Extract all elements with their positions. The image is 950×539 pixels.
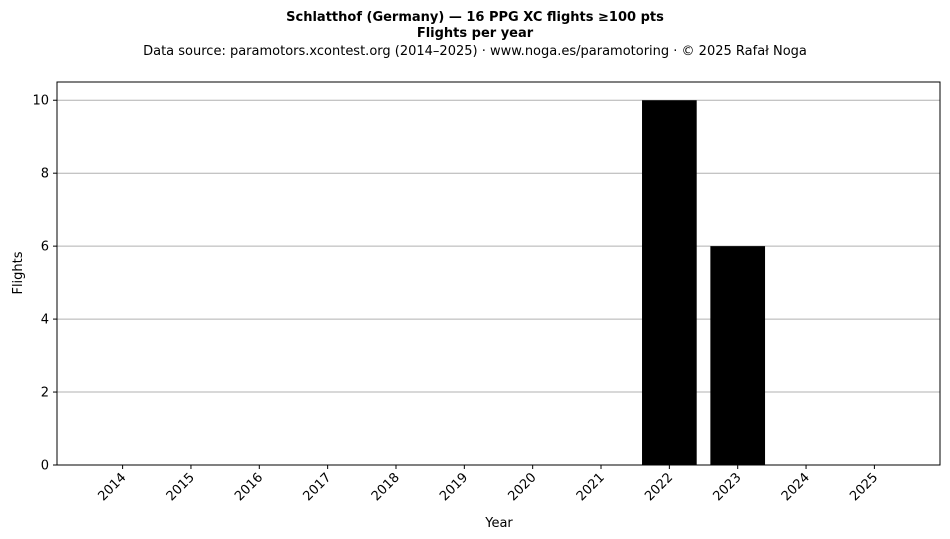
x-tick-label-2022: 2022 bbox=[642, 470, 676, 504]
x-axis-label: Year bbox=[484, 516, 513, 531]
y-tick-label: 8 bbox=[41, 167, 49, 182]
y-axis-label: Flights bbox=[11, 251, 26, 294]
x-tick-label-2016: 2016 bbox=[232, 470, 266, 504]
x-tick-label-2025: 2025 bbox=[847, 470, 881, 504]
y-tick-label: 2 bbox=[41, 386, 49, 401]
y-tick-label: 4 bbox=[41, 313, 49, 328]
x-tick-label-2018: 2018 bbox=[369, 470, 403, 504]
y-tick-label: 0 bbox=[41, 459, 49, 474]
x-tick-label-2015: 2015 bbox=[164, 470, 198, 504]
x-tick-label-2021: 2021 bbox=[574, 470, 608, 504]
bars bbox=[642, 100, 766, 465]
y-tick-label: 10 bbox=[32, 94, 49, 109]
y-tick-label: 6 bbox=[41, 240, 49, 255]
chart-title-2: Flights per year bbox=[417, 26, 534, 41]
x-tick-label-2017: 2017 bbox=[300, 470, 334, 504]
x-tick-label-2014: 2014 bbox=[95, 470, 129, 504]
plot-frame bbox=[56, 81, 941, 466]
bar-2023 bbox=[710, 246, 766, 465]
chart-subtitle: Data source: paramotors.xcontest.org (20… bbox=[143, 44, 807, 59]
bar-2022 bbox=[642, 100, 697, 465]
x-tick-label-2020: 2020 bbox=[505, 470, 539, 504]
x-axis-ticks: 2014 2015 2016 2017 2018 2019 2020 2021 2022 2023… bbox=[95, 465, 881, 504]
y-axis-ticks: 0 2 4 6 8 10 bbox=[32, 94, 57, 474]
x-tick-label-2023: 2023 bbox=[711, 470, 745, 504]
x-tick-label-2024: 2024 bbox=[779, 470, 813, 504]
chart-title: Schlatthof (Germany) — 16 PPG XC flights… bbox=[286, 10, 664, 25]
gridlines bbox=[57, 99, 940, 393]
x-tick-label-2019: 2019 bbox=[437, 470, 471, 504]
